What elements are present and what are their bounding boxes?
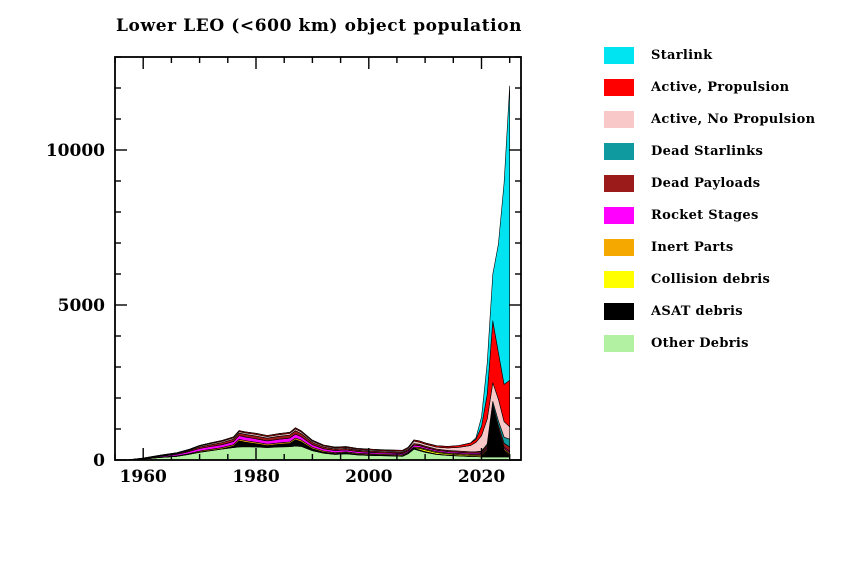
- x-axis-tick-label: 1980: [232, 467, 279, 487]
- x-axis-tick-label: 2000: [345, 467, 392, 487]
- y-axis-tick-label: 10000: [46, 141, 105, 161]
- x-axis-tick-label: 1960: [120, 467, 167, 487]
- legend-label-active-propulsion: Active, Propulsion: [651, 80, 790, 95]
- legend-item-asat-debris: ASAT debris: [604, 303, 815, 320]
- legend-swatch-dead-payloads: [604, 175, 634, 192]
- legend-item-other-debris: Other Debris: [604, 335, 815, 352]
- chart-title: Lower LEO (<600 km) object population: [116, 16, 523, 36]
- legend-label-inert-parts: Inert Parts: [651, 240, 734, 255]
- legend-item-active-propulsion: Active, Propulsion: [604, 79, 815, 96]
- legend-swatch-active-no-propulsion: [604, 111, 634, 128]
- legend-item-inert-parts: Inert Parts: [604, 239, 815, 256]
- legend-label-starlink: Starlink: [651, 48, 713, 63]
- legend-label-active-no-propulsion: Active, No Propulsion: [651, 112, 816, 127]
- legend-swatch-dead-starlinks: [604, 143, 634, 160]
- legend-item-rocket-stages: Rocket Stages: [604, 207, 815, 224]
- legend-label-dead-payloads: Dead Payloads: [651, 176, 761, 191]
- legend-label-asat-debris: ASAT debris: [651, 304, 743, 319]
- legend-swatch-active-propulsion: [604, 79, 634, 96]
- legend-swatch-collision-debris: [604, 271, 634, 288]
- y-axis-tick-label: 0: [93, 451, 105, 471]
- legend-item-dead-payloads: Dead Payloads: [604, 175, 815, 192]
- legend-swatch-asat-debris: [604, 303, 634, 320]
- legend-label-dead-starlinks: Dead Starlinks: [651, 144, 764, 159]
- legend-item-collision-debris: Collision debris: [604, 271, 815, 288]
- legend-label-other-debris: Other Debris: [651, 336, 749, 351]
- area-active-propulsion: [126, 320, 511, 461]
- plot-box: [114, 56, 522, 461]
- legend-swatch-starlink: [604, 47, 634, 64]
- area-starlink: [126, 85, 511, 461]
- chart-legend: Starlink Active, Propulsion Active, No Pro…: [604, 47, 815, 367]
- legend-swatch-rocket-stages: [604, 207, 634, 224]
- legend-swatch-inert-parts: [604, 239, 634, 256]
- legend-item-active-no-propulsion: Active, No Propulsion: [604, 111, 815, 128]
- legend-item-dead-starlinks: Dead Starlinks: [604, 143, 815, 160]
- legend-swatch-other-debris: [604, 335, 634, 352]
- legend-item-starlink: Starlink: [604, 47, 815, 64]
- x-axis-tick-label: 2020: [458, 467, 505, 487]
- y-axis-tick-label: 5000: [58, 296, 105, 316]
- legend-label-collision-debris: Collision debris: [651, 272, 771, 287]
- legend-label-rocket-stages: Rocket Stages: [651, 208, 759, 223]
